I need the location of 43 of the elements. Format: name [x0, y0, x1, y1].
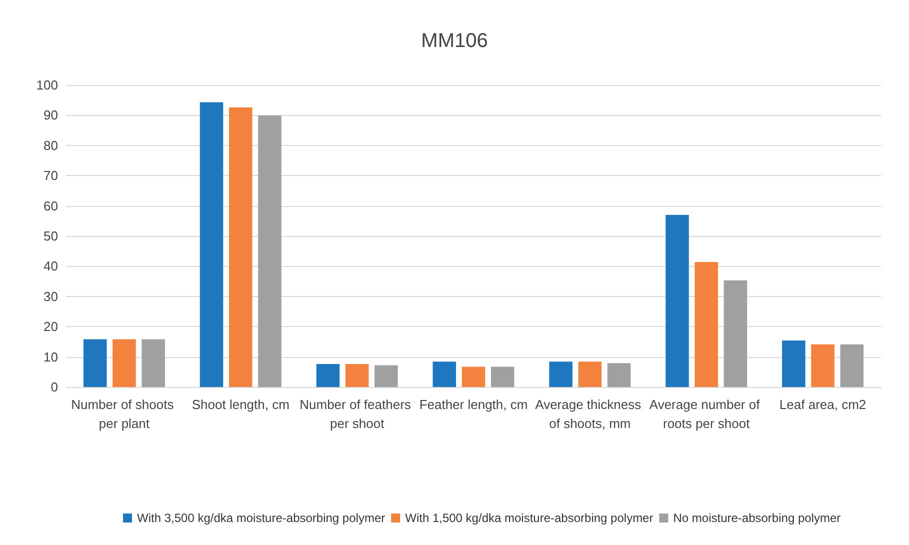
y-tick-label: 90 [44, 108, 58, 123]
y-tick-label: 100 [36, 78, 58, 92]
legend-label: No moisture-absorbing polymer [673, 511, 841, 525]
y-tick-label: 50 [44, 228, 58, 244]
legend-label: With 1,500 kg/dka moisture-absorbing polymer [405, 511, 654, 525]
x-tick-label: Leaf area, cm2 [779, 397, 866, 412]
y-tick-label: 60 [44, 198, 58, 214]
x-tick-label: Average number of roots per shoot [649, 397, 764, 431]
y-tick-label: 30 [44, 288, 58, 304]
legend-label: With 3,500 kg/dka moisture-absorbing polymer [137, 511, 386, 525]
bar [432, 362, 456, 387]
y-tick-label: 70 [44, 168, 58, 184]
bar [345, 364, 369, 387]
bar [782, 340, 806, 387]
y-tick-label: 40 [44, 258, 58, 274]
bar [811, 344, 834, 387]
y-tick-label: 10 [44, 349, 58, 364]
bar [666, 214, 689, 387]
bar [258, 116, 282, 387]
bar [578, 362, 602, 387]
x-tick-label: Shoot length, cm [192, 397, 290, 412]
bar [490, 366, 514, 387]
x-tick-label: Number of shoots per plant [71, 397, 178, 431]
x-tick-label: Average thickness of shoots, mm [535, 397, 645, 431]
bar [724, 280, 748, 387]
y-tick-label: 20 [44, 319, 58, 334]
y-tick-label: 0 [50, 380, 58, 394]
bar [374, 365, 398, 387]
bar [316, 364, 340, 387]
bar [229, 107, 252, 387]
bar [694, 262, 718, 387]
bar [462, 366, 486, 387]
chart-title: MM106 [421, 30, 488, 52]
x-tick-label: Feather length, cm [419, 397, 528, 412]
bar [112, 339, 136, 387]
bar [840, 344, 864, 387]
x-tick-label: Number of feathers per shoot [300, 397, 415, 431]
bar [142, 339, 165, 387]
bar [200, 102, 224, 387]
bar [549, 362, 572, 387]
bar [607, 363, 631, 387]
bar [83, 339, 107, 387]
y-tick-label: 80 [44, 138, 58, 153]
